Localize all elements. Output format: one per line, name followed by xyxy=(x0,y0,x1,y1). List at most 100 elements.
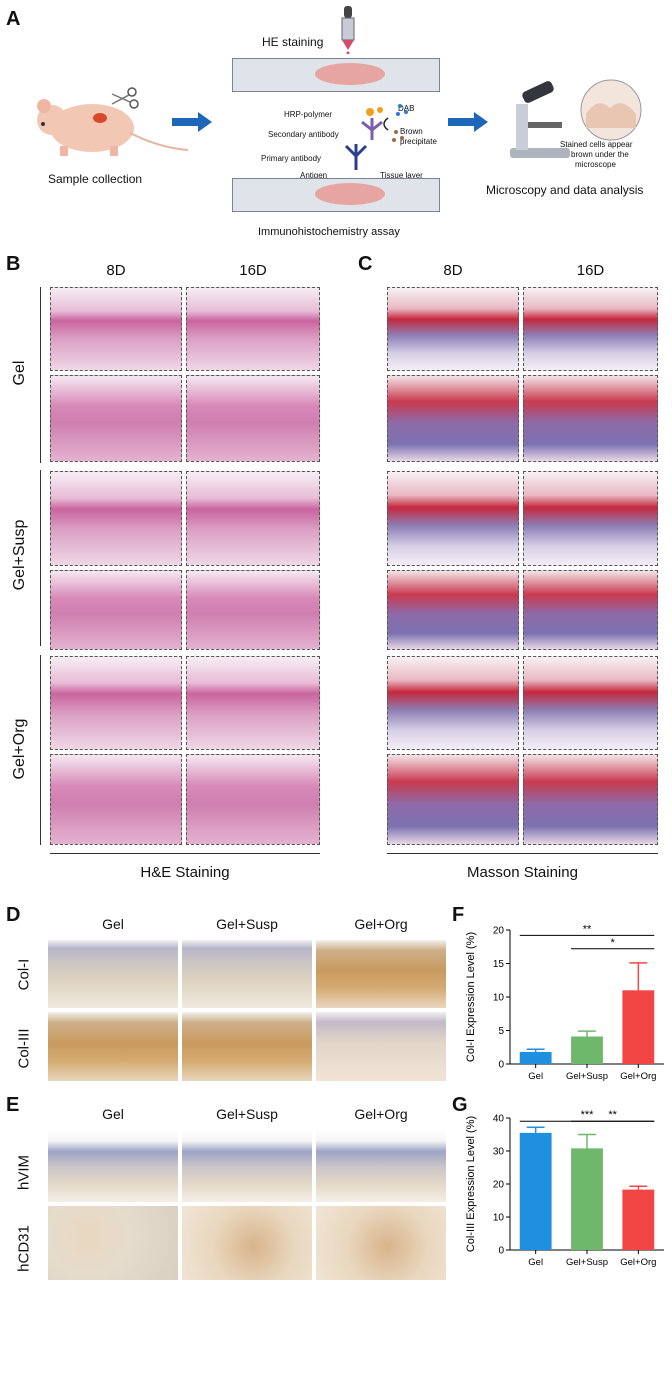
brown-precipitate-label-1: Brown xyxy=(400,127,423,136)
ihc-hvim-susp xyxy=(182,1130,312,1202)
panel-label-d: D xyxy=(6,904,21,926)
row-label-gel-susp: Gel+Susp xyxy=(11,519,28,591)
y-tick-label: 10 xyxy=(493,993,505,1004)
ihc-col-i-susp xyxy=(182,940,312,1008)
he-org-16d-overview xyxy=(186,656,320,750)
x-tick-label: Gel+Susp xyxy=(566,1257,608,1268)
he-susp-8d-overview xyxy=(50,471,182,566)
ihc-hcd31-susp xyxy=(182,1206,312,1280)
ihc-col-iii-susp xyxy=(182,1012,312,1081)
panel-label-g: G xyxy=(452,1094,468,1116)
col-header-gel-org: Gel+Org xyxy=(354,916,408,932)
masson-susp-16d-overview xyxy=(523,471,658,566)
he-susp-16d-overview xyxy=(186,471,320,566)
arrow-right-icon xyxy=(448,112,488,132)
significance-label: * xyxy=(611,937,616,949)
col-header-gel: Gel xyxy=(102,916,124,932)
hrp-polymer-label: HRP-polymer xyxy=(284,110,333,119)
masson-gel-8d-zoom xyxy=(387,375,519,462)
bar xyxy=(622,1189,655,1250)
antigen-label: Antigen xyxy=(300,171,328,180)
tissue-sample xyxy=(315,183,385,205)
secondary-antibody-label: Secondary antibody xyxy=(268,130,339,139)
significance-label: ** xyxy=(583,923,592,935)
y-tick-label: 40 xyxy=(493,1114,505,1125)
bar xyxy=(519,1132,552,1250)
stained-text-1: Stained cells appear xyxy=(560,140,633,149)
panel-label-e: E xyxy=(6,1094,20,1116)
antibody-icon xyxy=(344,104,408,170)
caption-line xyxy=(387,853,658,854)
y-axis-label: Col-III Expression Level (%) xyxy=(465,1116,477,1252)
row-label-col-i: Col-I xyxy=(15,958,33,991)
he-gel-8d-overview xyxy=(50,287,182,371)
bar xyxy=(622,990,655,1064)
ihc-hcd31-org xyxy=(316,1206,446,1280)
chart-g: Col-III Expression Level (%) 0 10 20 30 40 Gel… xyxy=(465,1109,664,1268)
he-gel-16d-overview xyxy=(186,287,320,371)
caption-line xyxy=(50,853,320,854)
col-header-gel-org: Gel+Org xyxy=(354,1106,408,1122)
sample-collection-label: Sample collection xyxy=(48,172,143,186)
primary-antibody-label: Primary antibody xyxy=(261,154,322,163)
col-header-gel-susp: Gel+Susp xyxy=(216,1106,278,1122)
he-staining-label: HE staining xyxy=(262,35,324,49)
masson-susp-8d-zoom xyxy=(387,570,519,650)
microscope-illustration xyxy=(510,79,642,158)
masson-gel-16d-overview xyxy=(523,287,658,371)
masson-susp-8d-overview xyxy=(387,471,519,566)
y-tick-label: 0 xyxy=(498,1246,504,1257)
row-label-hcd31: hCD31 xyxy=(15,1225,33,1272)
masson-org-8d-overview xyxy=(387,656,519,750)
significance-label: ** xyxy=(608,1109,617,1121)
row-bracket xyxy=(40,287,41,463)
row-bracket xyxy=(40,655,41,845)
dab-label: DAB xyxy=(398,104,415,113)
stained-text-2: brown under the xyxy=(571,150,629,159)
col-header-16d: 16D xyxy=(576,262,605,279)
he-susp-16d-zoom xyxy=(186,570,320,650)
x-tick-label: Gel xyxy=(528,1071,543,1082)
ihc-col-iii-org xyxy=(316,1012,446,1081)
ihc-col-i-gel xyxy=(48,940,178,1008)
y-tick-label: 0 xyxy=(498,1060,504,1071)
y-tick-label: 30 xyxy=(493,1147,505,1158)
panel-label-a: A xyxy=(6,8,21,30)
y-axis-label: Col-I Expression Level (%) xyxy=(465,932,477,1062)
masson-gel-16d-zoom xyxy=(523,375,658,462)
row-label-hvim: hVIM xyxy=(15,1155,33,1191)
tissue-sample xyxy=(315,63,385,85)
he-caption: H&E Staining xyxy=(140,864,230,881)
ihc-hvim-gel xyxy=(48,1130,178,1202)
panel-label-b: B xyxy=(6,253,21,275)
he-org-8d-overview xyxy=(50,656,182,750)
y-tick-label: 20 xyxy=(493,1180,505,1191)
bar xyxy=(519,1051,552,1064)
bar xyxy=(571,1148,603,1250)
x-tick-label: Gel+Susp xyxy=(566,1071,608,1082)
significance-label: *** xyxy=(581,1109,595,1121)
row-label-col-iii: Col-III xyxy=(15,1028,33,1069)
masson-org-16d-overview xyxy=(523,656,658,750)
brown-precipitate-label-2: precipitate xyxy=(400,137,437,146)
row-bracket xyxy=(40,470,41,646)
col-header-gel-susp: Gel+Susp xyxy=(216,916,278,932)
bar xyxy=(571,1036,603,1064)
col-header-8d: 8D xyxy=(443,262,463,279)
chart-f: Col-I Expression Level (%) 0 5 10 15 20 Gel Gel… xyxy=(465,923,664,1082)
panel-label-c: C xyxy=(358,253,373,275)
row-label-gel-org: Gel+Org xyxy=(11,718,28,780)
mouse-illustration xyxy=(37,99,189,156)
he-org-16d-zoom xyxy=(186,754,320,845)
masson-caption: Masson Staining xyxy=(467,864,578,881)
microscopy-label: Microscopy and data analysis xyxy=(486,183,644,197)
y-tick-label: 5 xyxy=(498,1026,504,1037)
tissue-layer-label: Tissue layer xyxy=(380,171,423,180)
ihc-hcd31-gel xyxy=(48,1206,178,1280)
row-label-gel: Gel xyxy=(11,360,28,386)
he-gel-8d-zoom xyxy=(50,375,182,462)
he-org-8d-zoom xyxy=(50,754,182,845)
y-tick-label: 15 xyxy=(493,959,505,970)
ihc-col-i-org xyxy=(316,940,446,1008)
dropper-icon xyxy=(341,6,355,54)
